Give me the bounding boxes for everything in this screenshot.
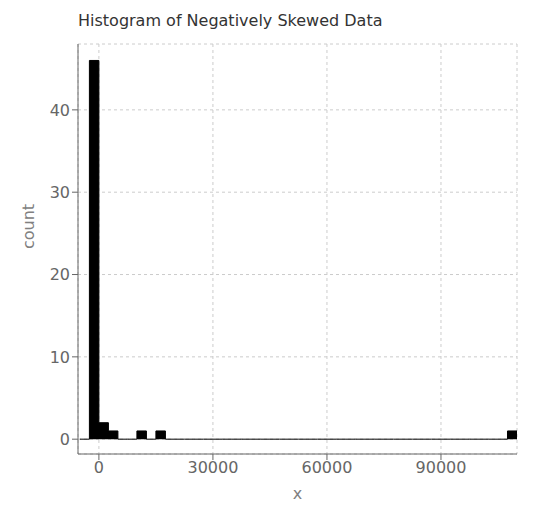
- svg-text:30: 30: [50, 183, 70, 202]
- svg-text:30000: 30000: [187, 458, 238, 477]
- svg-text:0: 0: [94, 458, 104, 477]
- svg-text:0: 0: [60, 430, 70, 449]
- svg-text:count: count: [19, 204, 38, 249]
- svg-text:90000: 90000: [416, 458, 467, 477]
- svg-text:10: 10: [50, 348, 70, 367]
- svg-text:40: 40: [50, 101, 70, 120]
- svg-text:x: x: [293, 484, 302, 503]
- html-text:Histogram of Negatively Skewed: Histogram of Negatively Skewed Data: [78, 11, 383, 30]
- svg-text:20: 20: [50, 265, 70, 284]
- svg-text:60000: 60000: [302, 458, 353, 477]
